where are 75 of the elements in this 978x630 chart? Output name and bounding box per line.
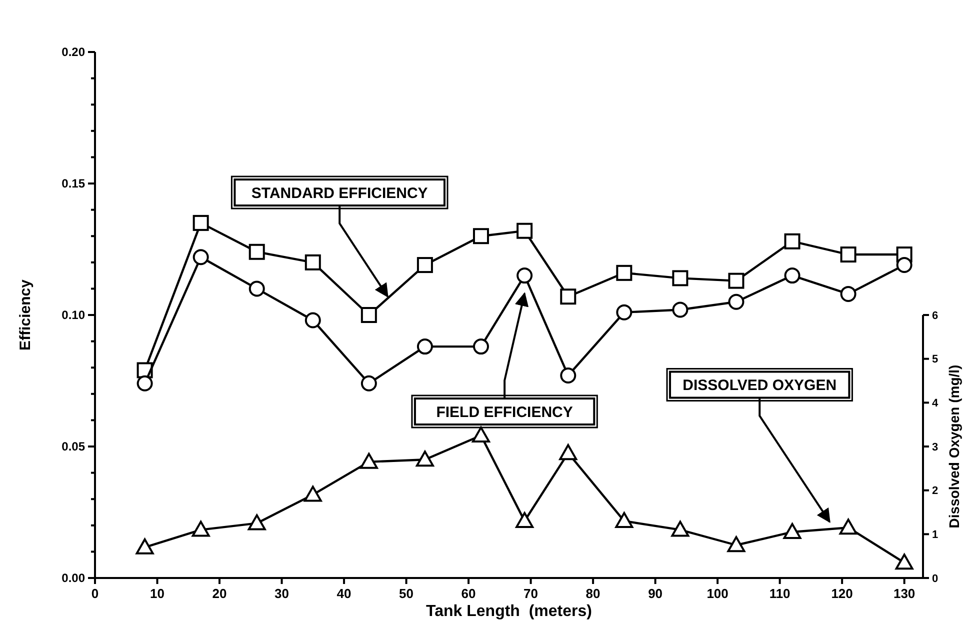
- point: [248, 244, 265, 260]
- point: [728, 272, 744, 289]
- x-tick-label: 0: [91, 586, 99, 601]
- point: [416, 338, 433, 355]
- point: [728, 294, 744, 310]
- point: [516, 512, 534, 528]
- x-tick-label: 50: [399, 586, 414, 601]
- point: [559, 444, 578, 460]
- point: [840, 246, 856, 263]
- point: [192, 249, 209, 266]
- y2-tick-label: 5: [932, 354, 938, 366]
- y2-tick-label: 0: [932, 572, 938, 585]
- point: [248, 514, 266, 530]
- text: STANDARD EFFICIENCY: [251, 184, 428, 202]
- point: [616, 304, 632, 320]
- x-tick-label: 40: [336, 586, 352, 601]
- point: [416, 257, 433, 274]
- point: [560, 367, 576, 384]
- y-tick-label: 0.10: [62, 308, 86, 322]
- point: [784, 268, 800, 284]
- point: [304, 312, 321, 328]
- x-tick-label: 30: [274, 586, 289, 601]
- y2-tick-label: 3: [932, 441, 938, 454]
- point: [360, 375, 377, 392]
- point: [784, 233, 800, 250]
- point: [304, 486, 322, 502]
- x-tick-label: 20: [212, 586, 227, 601]
- x-tick-label: 110: [769, 586, 790, 601]
- point: [896, 257, 912, 274]
- x-tick-label: 60: [461, 586, 476, 601]
- point: [839, 518, 858, 535]
- point: [895, 554, 914, 570]
- x-tick-label: 130: [893, 586, 916, 601]
- x-tick-label: 70: [524, 586, 538, 601]
- x-tick-label: 120: [831, 586, 853, 601]
- y-tick-label: 0.20: [62, 45, 86, 60]
- x-tick-label: 100: [706, 586, 728, 601]
- point: [304, 254, 321, 270]
- point: [472, 426, 490, 443]
- y-tick-label: 0.15: [62, 176, 86, 191]
- point: [727, 536, 746, 552]
- y-tick-label: 0.00: [62, 571, 86, 586]
- point: [192, 214, 209, 231]
- y2-tick-label: 4: [932, 398, 939, 410]
- text: DISSOLVED OXYGEN: [682, 377, 837, 394]
- point: [360, 452, 378, 469]
- point: [248, 280, 265, 297]
- point: [516, 268, 533, 284]
- point: [672, 302, 688, 318]
- point: [416, 450, 434, 467]
- point: [136, 375, 153, 392]
- point: [472, 338, 489, 355]
- point: [516, 222, 533, 239]
- y2-tick-label: 6: [932, 310, 938, 322]
- point: [360, 307, 377, 323]
- point: [472, 228, 489, 244]
- y2-tick-label: 2: [932, 485, 938, 498]
- point: [560, 288, 576, 305]
- x-axis-title: Tank Length (meters): [426, 603, 592, 620]
- y2-tick-label: 1: [932, 529, 938, 542]
- series-label: FIELD EFFICIENCY: [436, 404, 573, 421]
- point: [672, 270, 688, 286]
- point: [783, 522, 802, 539]
- x-tick-label: 80: [586, 586, 600, 601]
- point: [671, 520, 690, 537]
- point: [840, 286, 856, 302]
- point: [615, 512, 634, 528]
- y-tick-label: 0.05: [62, 440, 86, 454]
- y-axis-title: Efficiency: [17, 278, 34, 350]
- point: [192, 520, 210, 537]
- x-tick-label: 90: [648, 586, 663, 601]
- x-tick-label: 10: [150, 586, 164, 601]
- y2-axis-title: Dissolved Oxygen (mg/l): [946, 364, 962, 528]
- point: [616, 264, 632, 281]
- point: [136, 538, 154, 554]
